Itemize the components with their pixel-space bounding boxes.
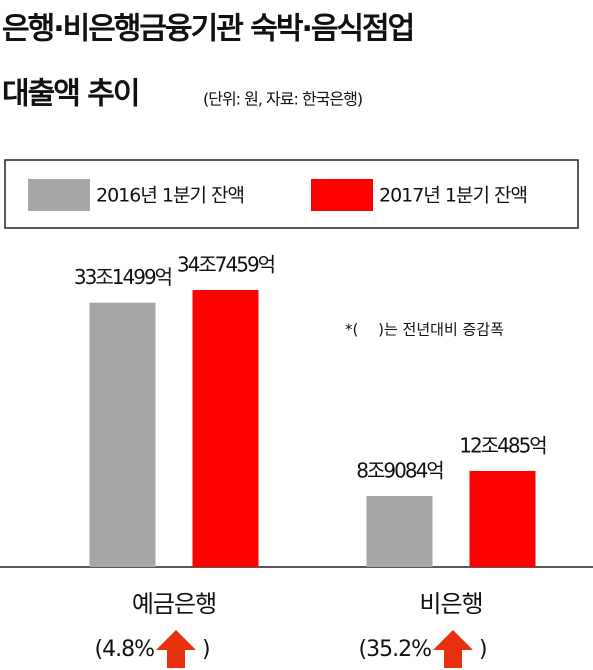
growth-close: ) — [479, 637, 487, 662]
bar — [469, 470, 536, 567]
value-label: 33조1499억 — [74, 265, 171, 289]
legend-swatch — [28, 179, 90, 211]
growth-arrow — [156, 630, 196, 668]
x-tick-label: 예금은행 — [132, 590, 216, 618]
bar — [192, 290, 259, 567]
note: *( )는 전년대비 증감폭 — [345, 321, 504, 339]
legend-swatch — [311, 179, 373, 211]
x-tick-label: 비은행 — [419, 590, 482, 618]
growth-arrow — [433, 630, 473, 668]
chart-title: 대출액 추이 — [2, 77, 138, 112]
bar — [89, 302, 156, 567]
growth-label: (35.2% — [359, 637, 432, 662]
legend-box — [4, 159, 579, 229]
value-label: 8조9084억 — [356, 458, 442, 482]
growth-close: ) — [202, 637, 210, 662]
value-label: 12조485억 — [459, 433, 545, 457]
subtitle: (단위: 원, 자료: 한국은행) — [203, 90, 362, 109]
legend-label: 2017년 1분기 잔액 — [379, 185, 527, 207]
chart-title: 은행·비은행금융기관 숙박·음식점업 — [2, 12, 413, 47]
value-label: 34조7459억 — [177, 253, 274, 277]
legend-label: 2016년 1분기 잔액 — [96, 185, 244, 207]
growth-label: (4.8% — [95, 637, 155, 662]
bar — [366, 495, 433, 567]
